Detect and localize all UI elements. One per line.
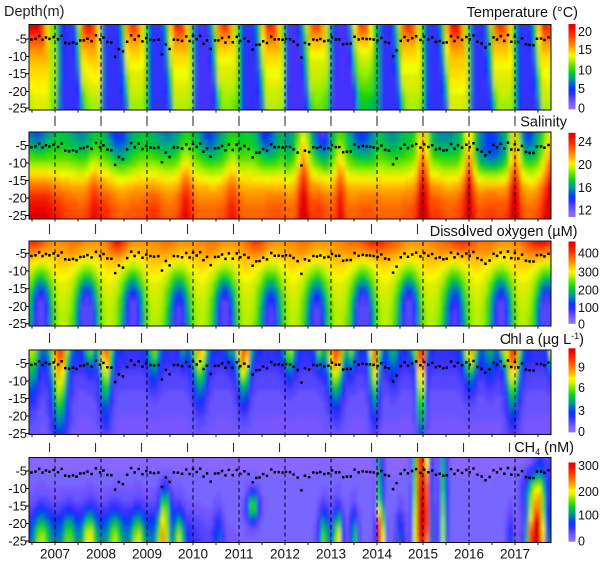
svg-text:-25: -25	[8, 208, 27, 223]
svg-text:-5: -5	[15, 356, 27, 371]
svg-text:15: 15	[578, 43, 592, 57]
svg-text:-25: -25	[8, 426, 27, 441]
svg-text:-25: -25	[8, 316, 27, 331]
svg-text:Dissolved oxygen (µM): Dissolved oxygen (µM)	[430, 224, 578, 240]
svg-text:2007: 2007	[40, 547, 70, 562]
svg-text:Temperature (°C): Temperature (°C)	[467, 5, 578, 21]
svg-text:-20: -20	[8, 299, 27, 314]
svg-text:12: 12	[578, 204, 592, 218]
svg-text:2016: 2016	[454, 547, 484, 562]
svg-text:Depth(m): Depth(m)	[4, 4, 64, 20]
svg-text:-25: -25	[8, 101, 27, 116]
svg-text:-10: -10	[8, 49, 27, 64]
svg-text:2009: 2009	[132, 547, 162, 562]
svg-text:100: 100	[578, 509, 599, 523]
svg-text:-5: -5	[15, 246, 27, 261]
svg-text:-5: -5	[15, 464, 27, 479]
svg-text:2012: 2012	[270, 547, 300, 562]
svg-text:-10: -10	[8, 263, 27, 278]
svg-text:20: 20	[578, 25, 592, 39]
svg-text:16: 16	[578, 181, 592, 195]
svg-text:2010: 2010	[178, 547, 208, 562]
svg-text:-10: -10	[8, 481, 27, 496]
svg-text:CH4 (nM): CH4 (nM)	[514, 440, 574, 457]
svg-text:200: 200	[578, 485, 599, 499]
svg-text:2013: 2013	[316, 547, 346, 562]
svg-text:20: 20	[578, 158, 592, 172]
svg-text:-15: -15	[8, 173, 27, 188]
svg-text:-15: -15	[8, 281, 27, 296]
svg-text:0: 0	[578, 318, 585, 332]
svg-text:100: 100	[578, 301, 599, 315]
svg-text:-10: -10	[8, 374, 27, 389]
svg-text:0: 0	[578, 425, 585, 439]
svg-text:Salinity: Salinity	[520, 115, 567, 131]
svg-text:2015: 2015	[408, 547, 438, 562]
svg-text:2008: 2008	[86, 547, 116, 562]
svg-text:300: 300	[578, 459, 599, 473]
svg-text:-20: -20	[8, 191, 27, 206]
svg-text:2011: 2011	[224, 547, 253, 562]
svg-text:-5: -5	[15, 32, 27, 47]
svg-text:Chl a (µg L-1): Chl a (µg L-1)	[500, 331, 584, 348]
svg-text:-25: -25	[8, 534, 27, 549]
svg-text:2017: 2017	[500, 547, 530, 562]
svg-text:-5: -5	[15, 138, 27, 153]
svg-text:-20: -20	[8, 516, 27, 531]
svg-text:-20: -20	[8, 84, 27, 99]
svg-text:-15: -15	[8, 391, 27, 406]
svg-text:9: 9	[578, 361, 585, 375]
svg-text:10: 10	[578, 63, 592, 77]
svg-text:-20: -20	[8, 409, 27, 424]
svg-text:300: 300	[578, 265, 599, 279]
svg-text:6: 6	[578, 381, 585, 395]
svg-text:200: 200	[578, 283, 599, 297]
svg-text:24: 24	[578, 135, 592, 149]
svg-text:2014: 2014	[362, 547, 393, 562]
svg-text:3: 3	[578, 404, 585, 418]
svg-text:5: 5	[578, 82, 585, 96]
svg-text:0: 0	[578, 535, 585, 549]
svg-text:-15: -15	[8, 66, 27, 81]
svg-text:-15: -15	[8, 499, 27, 514]
svg-text:-10: -10	[8, 156, 27, 171]
svg-text:400: 400	[578, 247, 599, 261]
svg-text:0: 0	[578, 102, 585, 116]
